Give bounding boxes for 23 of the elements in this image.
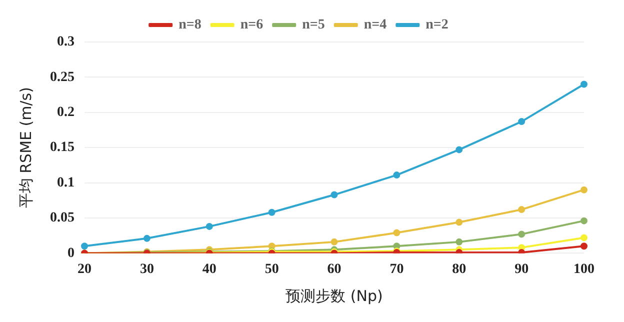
y-axis-title: 平均 RSME (m/s) — [16, 87, 35, 208]
x-tick-label: 100 — [574, 262, 594, 278]
x-tick-label: 70 — [390, 262, 404, 278]
y-tick-label: 0 — [68, 246, 74, 261]
y-tick-label: 0.05 — [50, 210, 74, 226]
x-tick-label: 40 — [202, 262, 216, 278]
legend-label: n=6 — [240, 18, 264, 33]
y-tick-label: 0.2 — [57, 105, 74, 120]
legend-label: n=4 — [364, 18, 387, 33]
x-tick-label: 50 — [264, 262, 279, 278]
y-tick-label: 0.25 — [50, 70, 74, 85]
y-tick-label: 0.3 — [57, 34, 74, 50]
legend-label: n=8 — [178, 18, 202, 33]
legend-label: n=2 — [426, 18, 448, 33]
x-axis-title: 预测步数 (Np) — [286, 286, 383, 305]
x-tick-label: 90 — [514, 262, 529, 278]
y-tick-label: 0.15 — [50, 140, 74, 156]
x-tick-label: 80 — [452, 262, 466, 278]
x-tick-label: 20 — [78, 262, 92, 278]
x-tick-label: 30 — [140, 262, 154, 278]
legend-label: n=5 — [302, 18, 325, 33]
x-tick-label: 60 — [327, 262, 342, 278]
y-tick-label: 0.1 — [57, 175, 74, 190]
